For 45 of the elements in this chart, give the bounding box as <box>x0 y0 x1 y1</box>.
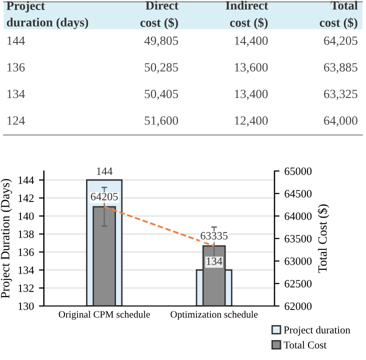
y2-tick-label: 65000 <box>284 167 312 175</box>
y-tick-label: 134 <box>18 266 34 274</box>
y2-tick-label: 63000 <box>284 257 312 265</box>
data-label: 144 <box>96 168 112 175</box>
y-tick-label: 136 <box>18 248 34 256</box>
text: 14,400 <box>234 36 268 47</box>
text: 51,600 <box>144 116 178 127</box>
y2-tick-label: 64000 <box>284 212 312 220</box>
text: 50,285 <box>144 63 178 74</box>
x-tick-label: Original CPM schedule <box>58 310 150 320</box>
y-tick-label: 142 <box>18 194 34 202</box>
x-tick-label: Optimization schedule <box>170 310 258 320</box>
y-tick-label: 140 <box>18 212 34 220</box>
y-tick-label: 130 <box>18 302 34 310</box>
text: 144 <box>7 36 25 45</box>
legend-label: Total Cost <box>284 341 327 349</box>
y2-tick-label: 62000 <box>284 302 312 310</box>
text: 13,600 <box>234 63 268 74</box>
y2-axis-title: Total Cost ($) <box>318 204 330 273</box>
text: 64,000 <box>324 116 358 127</box>
text: 13,400 <box>234 90 268 100</box>
y2-tick-label: 64500 <box>284 190 312 198</box>
text: 136 <box>7 63 25 72</box>
text: 63,885 <box>324 63 358 74</box>
text: Direct cost ($) <box>140 0 178 30</box>
text: Project duration (days) <box>6 1 88 30</box>
y2-tick-label: 62500 <box>284 280 312 288</box>
legend-label: Project duration <box>284 326 350 336</box>
y-tick-label: 138 <box>18 230 34 238</box>
text: 49,805 <box>144 36 178 47</box>
data-label: 134 <box>206 258 222 265</box>
text: 64,205 <box>324 36 358 47</box>
text: Total cost ($) <box>320 0 358 30</box>
y2-tick-label: 63500 <box>284 234 312 242</box>
y-tick-label: 132 <box>18 284 34 292</box>
text: 134 <box>7 90 25 98</box>
text: Indirect cost ($) <box>226 0 268 30</box>
data-label: 63335 <box>200 232 228 240</box>
y-axis-title: Project Duration (Days) <box>0 178 12 298</box>
data-label: 64205 <box>90 192 118 200</box>
text: 63,325 <box>324 90 358 100</box>
text: 50,405 <box>144 90 178 100</box>
y-tick-label: 144 <box>18 176 34 184</box>
text: 124 <box>7 116 25 125</box>
text: 12,400 <box>234 116 268 127</box>
